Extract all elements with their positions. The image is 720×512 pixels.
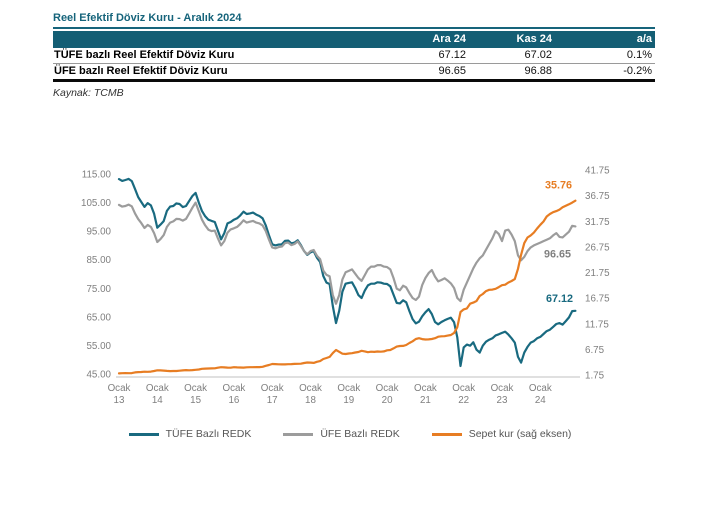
- series-tufe-line: [117, 177, 577, 368]
- right-axis-tick: 31.75: [585, 217, 610, 228]
- legend-item-tufe: TÜFE Bazlı REDK: [128, 428, 252, 440]
- right-axis-tick: 11.75: [585, 319, 609, 330]
- x-axis-tick: Ocak 13: [108, 383, 131, 406]
- row-label: TÜFE bazlı Reel Efektif Döviz Kuru: [53, 48, 381, 64]
- x-axis-tick: Ocak 14: [146, 383, 169, 406]
- left-axis-tick: 95.00: [86, 227, 111, 238]
- x-axis-tick: Ocak 16: [222, 383, 245, 406]
- right-axis-tick: 1.75: [585, 371, 605, 382]
- row-value-kas24: 67.02: [469, 48, 555, 64]
- left-axis-tick: 115.00: [82, 170, 112, 181]
- legend-label: TÜFE Bazlı REDK: [165, 428, 252, 440]
- series-ufe-line: [117, 201, 577, 305]
- x-axis-tick: Ocak 20: [376, 383, 399, 406]
- x-axis-tick: Ocak 17: [261, 383, 284, 406]
- x-axis-tick: Ocak 21: [414, 383, 437, 406]
- left-axis-tick: 65.00: [86, 312, 111, 323]
- legend-item-sepet: Sepet kur (sağ eksen): [431, 428, 572, 440]
- left-axis-tick: 45.00: [86, 370, 111, 381]
- end-label-ufe: 96.65: [544, 248, 571, 260]
- row-label: ÜFE bazlı Reel Efektif Döviz Kuru: [53, 63, 381, 82]
- row-value-aa: 0.1%: [555, 48, 655, 64]
- table-row-tufe: TÜFE bazlı Reel Efektif Döviz Kuru 67.12…: [53, 48, 655, 64]
- x-axis-tick: Ocak 18: [299, 383, 322, 406]
- ufe-line-swatch: [283, 432, 314, 436]
- series-sepet-line: [117, 199, 577, 375]
- row-value-ara24: 67.12: [381, 48, 469, 64]
- legend-label: ÜFE Bazlı REDK: [320, 428, 400, 440]
- row-value-ara24: 96.65: [381, 63, 469, 82]
- table-header-kas24: Kas 24: [469, 31, 555, 48]
- report-title: Reel Efektif Döviz Kuru - Aralık 2024: [53, 12, 655, 29]
- row-value-kas24: 96.88: [469, 63, 555, 82]
- left-axis-tick: 55.00: [86, 341, 111, 352]
- right-axis-tick: 16.75: [585, 294, 610, 305]
- chart-legend: TÜFE Bazlı REDK ÜFE Bazlı REDK Sepet kur…: [0, 428, 700, 440]
- end-label-sepet: 35.76: [545, 180, 572, 192]
- x-axis-tick: Ocak 23: [491, 383, 514, 406]
- row-value-aa: -0.2%: [555, 63, 655, 82]
- right-axis-tick: 21.75: [585, 268, 610, 279]
- legend-label: Sepet kur (sağ eksen): [468, 428, 572, 440]
- x-axis-tick: Ocak 19: [337, 383, 360, 406]
- table-header-row: Ara 24 Kas 24 a/a: [53, 31, 655, 48]
- right-axis-tick: 26.75: [585, 242, 610, 253]
- x-axis-tick: Ocak 24: [529, 383, 552, 406]
- left-axis-tick: 75.00: [86, 284, 111, 295]
- end-label-tufe: 67.12: [546, 293, 573, 305]
- x-axis-tick: Ocak 15: [184, 383, 207, 406]
- table-header-ara24: Ara 24: [381, 31, 469, 48]
- sepet-line-swatch: [431, 432, 462, 436]
- right-axis-tick: 36.75: [585, 191, 610, 202]
- source-note: Kaynak: TCMB: [53, 87, 124, 99]
- left-axis-tick: 85.00: [86, 255, 111, 266]
- table-header-empty: [53, 31, 381, 48]
- table-row-ufe: ÜFE bazlı Reel Efektif Döviz Kuru 96.65 …: [53, 63, 655, 82]
- right-axis-tick: 6.75: [585, 345, 605, 356]
- left-axis-tick: 105.00: [81, 198, 112, 209]
- summary-table: Ara 24 Kas 24 a/a TÜFE bazlı Reel Efekti…: [53, 31, 655, 82]
- right-axis-tick: 41.75: [585, 166, 610, 177]
- x-axis-tick: Ocak 22: [452, 383, 475, 406]
- table-header-aa: a/a: [555, 31, 655, 48]
- tufe-line-swatch: [128, 432, 159, 436]
- legend-item-ufe: ÜFE Bazlı REDK: [283, 428, 400, 440]
